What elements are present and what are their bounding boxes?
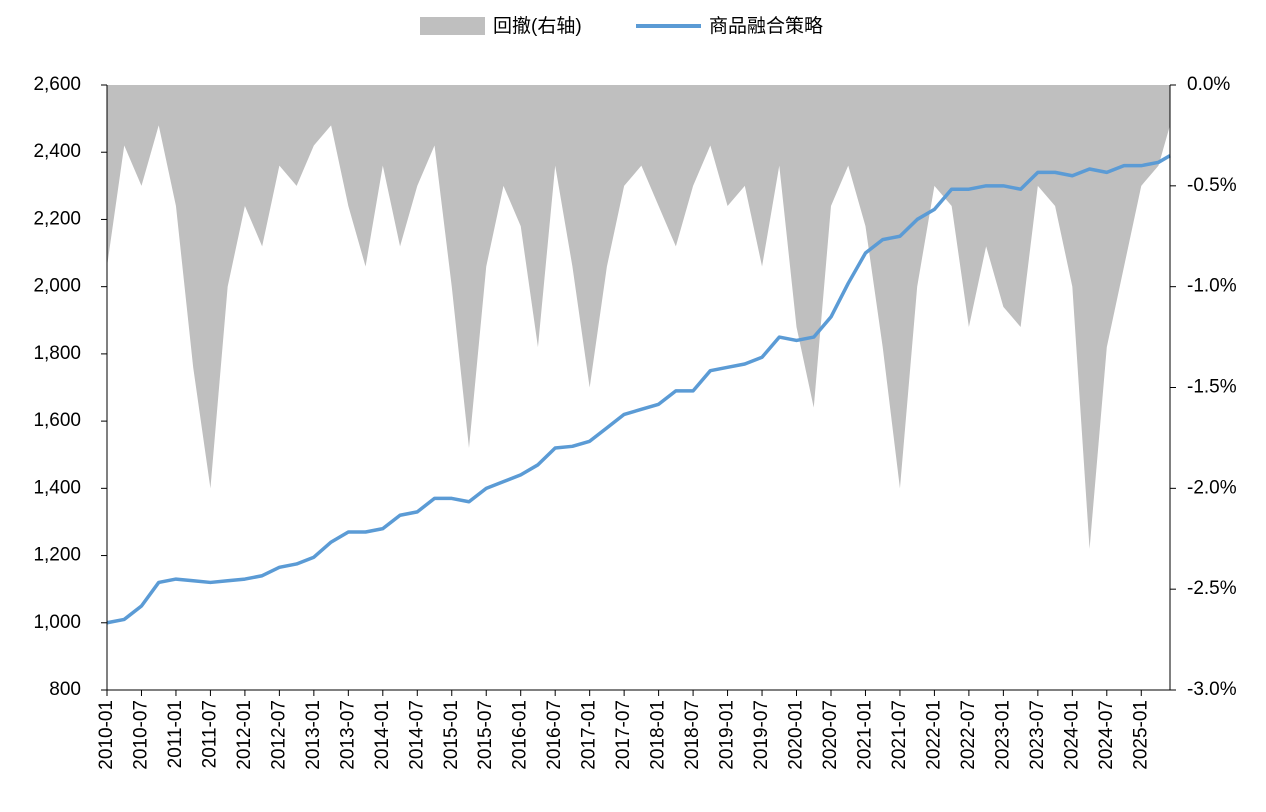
- x-tick-label: 2023-01: [992, 700, 1013, 770]
- x-tick-label: 2016-07: [544, 700, 565, 770]
- strategy-line: [106, 154, 1171, 625]
- y2-tick-label: -2.5%: [1187, 578, 1237, 599]
- x-tick-label: 2011-01: [165, 700, 186, 768]
- x-tick-label: 2018-07: [682, 700, 703, 770]
- x-tick-label: 2012-07: [268, 700, 289, 770]
- x-tick-label: 2016-01: [510, 700, 531, 770]
- x-tick-label: 2010-07: [130, 700, 151, 770]
- x-tick-label: 2015-01: [441, 700, 462, 770]
- x-tick-label: 2017-01: [579, 700, 600, 770]
- y-tick-label: 1,200: [33, 545, 81, 566]
- legend-label: 回撤(右轴): [493, 15, 582, 37]
- x-tick-label: 2017-07: [613, 700, 634, 770]
- y-tick-label: 1,000: [33, 612, 81, 633]
- x-tick-label: 2021-07: [889, 700, 910, 770]
- y-tick-label: 2,400: [33, 141, 81, 162]
- y-tick-label: 1,800: [33, 343, 81, 364]
- x-tick-label: 2023-07: [1027, 700, 1048, 770]
- x-tick-label: 2024-07: [1096, 700, 1117, 770]
- x-tick-label: 2011-07: [199, 700, 220, 768]
- y-tick-label: 800: [49, 679, 81, 700]
- x-tick-label: 2014-01: [372, 700, 393, 770]
- x-tick-label: 2020-07: [820, 700, 841, 770]
- x-tick-label: 2022-01: [923, 700, 944, 770]
- x-tick-label: 2018-01: [648, 700, 669, 770]
- y2-tick-label: -1.5%: [1187, 377, 1237, 398]
- y2-tick-label: -3.0%: [1187, 679, 1237, 700]
- y-tick-label: 2,200: [33, 208, 81, 229]
- y2-tick-label: -2.0%: [1187, 477, 1237, 498]
- x-tick-label: 2025-01: [1130, 700, 1151, 770]
- drawdown-area: [107, 85, 1170, 549]
- x-tick-label: 2010-01: [96, 700, 117, 770]
- x-tick-label: 2020-01: [786, 700, 807, 770]
- x-tick-label: 2014-07: [406, 700, 427, 770]
- x-tick-label: 2019-07: [751, 700, 772, 770]
- y2-tick-label: -1.0%: [1187, 276, 1237, 297]
- legend-swatch: [420, 17, 485, 35]
- y-tick-label: 1,600: [33, 410, 81, 431]
- y-tick-label: 1,400: [33, 477, 81, 498]
- x-tick-label: 2013-07: [337, 700, 358, 770]
- legend-label: 商品融合策略: [709, 15, 823, 37]
- x-tick-label: 2013-01: [303, 700, 324, 770]
- legend: 回撤(右轴) 商品融合策略: [420, 15, 823, 37]
- y-tick-label: 2,000: [33, 276, 81, 297]
- x-tick-label: 2015-07: [475, 700, 496, 770]
- x-tick-label: 2012-01: [234, 700, 255, 770]
- y2-tick-label: 0.0%: [1187, 74, 1230, 95]
- x-tick-label: 2019-01: [717, 700, 738, 770]
- x-tick-label: 2022-07: [958, 700, 979, 770]
- x-tick-label: 2021-01: [854, 700, 875, 770]
- y-tick-label: 2,600: [33, 74, 81, 95]
- x-tick-label: 2024-01: [1061, 700, 1082, 770]
- y2-tick-label: -0.5%: [1187, 175, 1237, 196]
